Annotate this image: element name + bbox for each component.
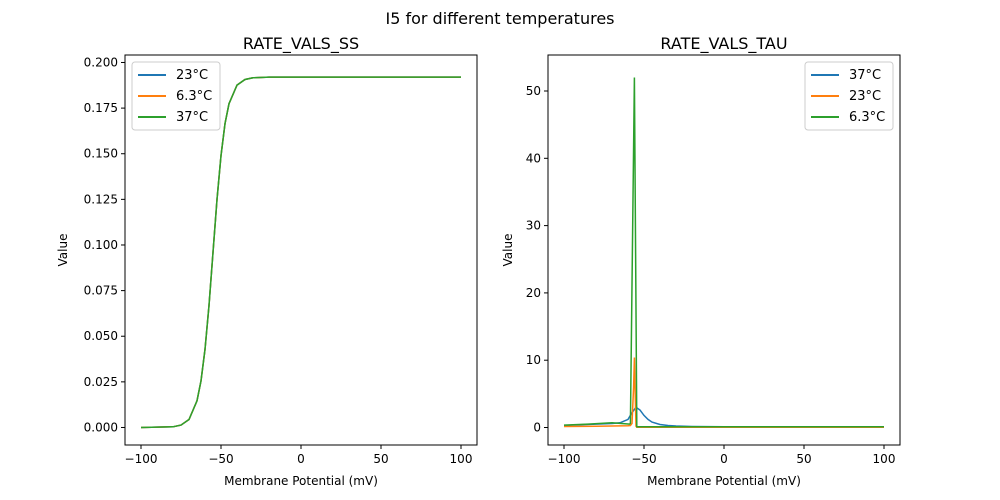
- x-tick-label: 100: [873, 452, 896, 466]
- x-tick-label: 0: [720, 452, 728, 466]
- legend-box: [131, 61, 221, 131]
- x-tick-label: −50: [631, 452, 656, 466]
- axes-title: RATE_VALS_SS: [243, 34, 359, 54]
- x-tick-label: 100: [450, 452, 473, 466]
- y-tick-label: 20: [526, 286, 541, 300]
- x-tick-label: −100: [548, 452, 581, 466]
- legend-label: 23°C: [176, 68, 208, 83]
- x-axis-label: Membrane Potential (mV): [647, 474, 801, 488]
- y-tick-label: 0.175: [84, 101, 118, 115]
- legend-label: 37°C: [176, 110, 208, 125]
- legend-label: 23°C: [849, 89, 881, 104]
- series-line-37°C: [563, 406, 884, 428]
- y-tick-label: 0.100: [84, 238, 118, 252]
- figure-title: I5 for different temperatures: [385, 9, 614, 28]
- axes-rate-vals-tau: RATE_VALS_TAU −100 −50 0 50 100 0 10 20 30 40 50 Mem…: [501, 34, 901, 488]
- x-tick-label: −50: [208, 452, 233, 466]
- y-tick-label: 0.125: [84, 192, 118, 206]
- series-line-23°C: [563, 357, 884, 428]
- x-tick-label: 0: [297, 452, 305, 466]
- y-tick-label: 0: [533, 421, 541, 435]
- legend: 37°C 23°C 6.3°C: [804, 61, 894, 131]
- y-tick-label: 0.000: [84, 420, 118, 434]
- x-tick-label: 50: [373, 452, 388, 466]
- y-tick-label: 0.200: [84, 55, 118, 69]
- legend-label: 37°C: [849, 68, 881, 83]
- series-line-6.3°C: [563, 77, 884, 428]
- y-axis-label: Value: [56, 234, 70, 267]
- y-tick-label: 40: [526, 151, 541, 165]
- legend-box: [804, 61, 894, 131]
- x-axis-label: Membrane Potential (mV): [224, 474, 378, 488]
- legend-label: 6.3°C: [849, 110, 885, 125]
- legend: 23°C 6.3°C 37°C: [131, 61, 221, 131]
- y-tick-label: 0.075: [84, 284, 118, 298]
- y-tick-label: 50: [526, 84, 541, 98]
- legend-label: 6.3°C: [176, 89, 212, 104]
- y-tick-label: 0.025: [84, 375, 118, 389]
- y-tick-label: 10: [526, 353, 541, 367]
- axes-title: RATE_VALS_TAU: [660, 34, 787, 54]
- y-tick-label: 0.150: [84, 147, 118, 161]
- x-tick-label: 50: [796, 452, 811, 466]
- y-tick-label: 30: [526, 219, 541, 233]
- y-tick-label: 0.050: [84, 329, 118, 343]
- series-line-37°C: [140, 76, 461, 429]
- y-axis-label: Value: [501, 234, 515, 267]
- x-tick-label: −100: [125, 452, 158, 466]
- axes-rate-vals-ss: RATE_VALS_SS −100 −50 0 50 100 0.000 0.025 0.050…: [56, 34, 478, 488]
